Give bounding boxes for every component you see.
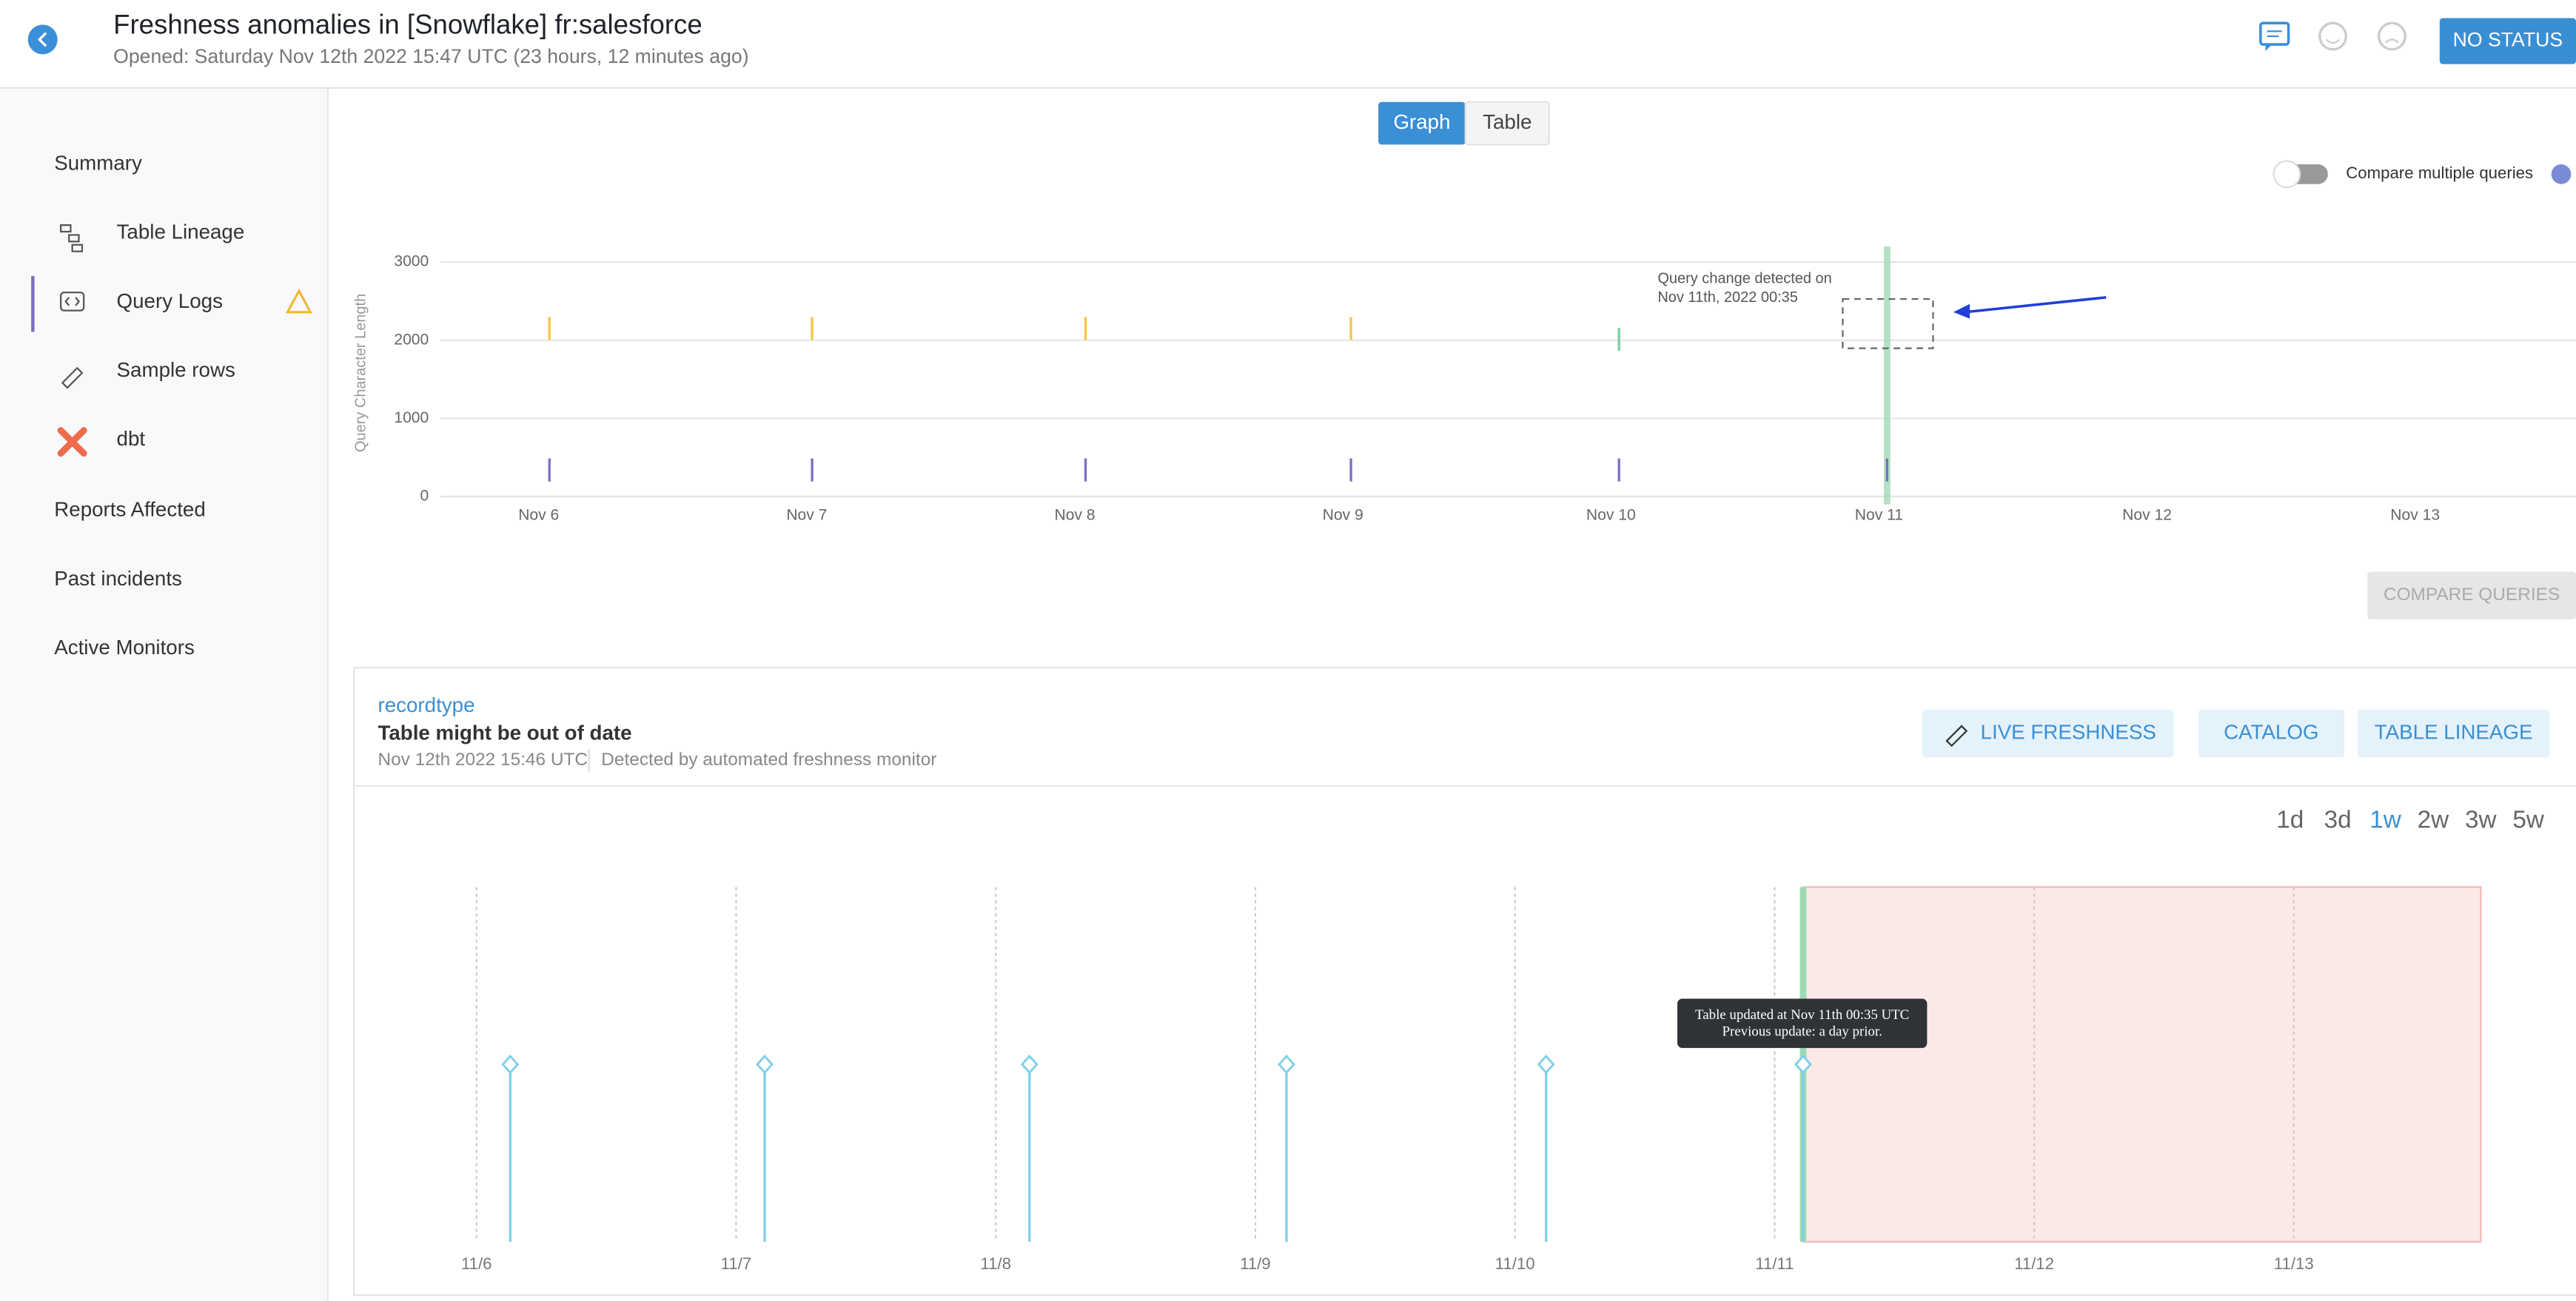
nav-item[interactable]: Query Logs	[117, 289, 223, 312]
nav-item[interactable]: Past incidents	[54, 567, 182, 590]
x-tick-label: Nov 11	[1855, 507, 1903, 524]
incident-time: Nov 12th 2022 15:46 UTC	[378, 750, 588, 770]
tab-graph[interactable]	[1378, 101, 1466, 145]
arrow-head	[1953, 303, 1970, 319]
info-icon[interactable]	[2551, 164, 2572, 184]
x-tick-label: 11/6	[461, 1254, 492, 1273]
update-marker	[1537, 1055, 1555, 1075]
x-tick-label: 11/12	[2014, 1254, 2054, 1273]
annotation-box	[1842, 297, 1934, 349]
x-tick-label: 11/9	[1240, 1254, 1271, 1273]
page-subtitle: Opened: Saturday Nov 12th 2022 15:47 UTC…	[113, 45, 748, 67]
x-tick-label: 11/11	[1755, 1254, 1794, 1273]
incident-title: Table might be out of date	[378, 722, 631, 744]
tab-label: Table	[1483, 110, 1532, 133]
sidebar-nav: Summary Table Lineage Query Logs Sample row…	[54, 151, 244, 659]
x-tick-label: Nov 6	[518, 507, 559, 524]
button-label: LIVE FRESHNESS	[1981, 720, 2156, 743]
annotation-arrow	[1965, 296, 2107, 314]
x-tick-label: Nov 12	[2122, 507, 2172, 524]
tooltip	[1677, 998, 1928, 1049]
nav-item[interactable]: Reports Affected	[54, 498, 206, 521]
tab-table[interactable]	[1464, 101, 1550, 146]
update-marker	[501, 1055, 520, 1075]
query-logs-icon	[60, 292, 85, 312]
table-lineage-button[interactable]	[2357, 709, 2550, 758]
x-tick-label: Nov 7	[786, 507, 827, 524]
button-label: TABLE LINEAGE	[2375, 720, 2533, 743]
nav-item[interactable]: Table Lineage	[117, 221, 245, 243]
y-axis-label: Query Character Length	[353, 294, 369, 452]
anomaly-region	[1802, 886, 2482, 1243]
page-title: Freshness anomalies in [Snowflake] fr:sa…	[113, 9, 702, 39]
nav-item[interactable]: Summary	[54, 151, 142, 174]
x-tick-label: Nov 9	[1323, 507, 1364, 524]
x-tick-label: Nov 8	[1054, 507, 1095, 524]
range-option[interactable]: 5w	[2512, 807, 2545, 834]
y-tick-label: 3000	[394, 253, 429, 270]
back-icon	[37, 32, 47, 47]
nav-item[interactable]: Active Monitors	[54, 636, 195, 659]
lineage-icon	[60, 224, 84, 252]
y-tick-label: 2000	[394, 331, 429, 348]
sad-icon[interactable]	[2378, 21, 2406, 51]
sidebar	[0, 88, 327, 1301]
range-selector: 1d 3d 1w 2w 3w 5w	[2276, 807, 2545, 834]
nav-item[interactable]: dbt	[117, 427, 146, 450]
pencil-icon	[1945, 725, 1968, 747]
range-option[interactable]: 2w	[2418, 807, 2450, 834]
range-option[interactable]: 3d	[2324, 807, 2352, 834]
y-tick-label: 0	[420, 487, 429, 504]
back-button[interactable]	[27, 24, 58, 55]
button-label: CATALOG	[2224, 720, 2318, 743]
dbt-icon	[57, 427, 87, 457]
sample-rows-icon	[61, 366, 84, 389]
compare-button[interactable]	[2367, 571, 2576, 619]
compare-toggle-label: Compare multiple queries	[2346, 164, 2533, 182]
charts: Query Character Length 0 1000 2000 3000 Nov 6…	[353, 246, 2576, 1273]
live-freshness-button[interactable]	[1922, 709, 2174, 758]
range-option[interactable]: 3w	[2465, 807, 2498, 834]
status-button-label: NO STATUS	[2453, 29, 2563, 51]
comment-icon[interactable]	[2259, 21, 2290, 51]
x-tick-label: 11/8	[980, 1254, 1011, 1273]
change-highlight	[1883, 246, 1891, 505]
annotation: Nov 11th, 2022 00:35	[1657, 289, 1797, 306]
y-tick-label: 1000	[394, 409, 429, 426]
warning-icon	[285, 288, 313, 314]
update-marker	[1020, 1055, 1039, 1075]
tooltip-text: Previous update: a day prior.	[1723, 1023, 1882, 1039]
update-marker	[1794, 1055, 1812, 1075]
happy-icon[interactable]	[2318, 21, 2347, 51]
tooltip-text: Table updated at Nov 11th 00:35 UTC	[1695, 1007, 1909, 1023]
annotation: Query change detected on	[1657, 271, 1831, 287]
compare-button-label: COMPARE QUERIES	[2384, 585, 2560, 605]
x-tick-label: 11/13	[2274, 1254, 2314, 1273]
toggle-knob	[2273, 160, 2301, 189]
x-tick-label: Nov 13	[2390, 507, 2440, 524]
x-tick-label: 11/7	[721, 1254, 752, 1273]
range-option[interactable]: 1d	[2276, 807, 2304, 834]
field-name[interactable]: recordtype	[378, 693, 474, 716]
tab-label: Graph	[1393, 110, 1450, 133]
incident-detector: Detected by automated freshness monitor	[601, 750, 936, 770]
x-tick-label: Nov 10	[1586, 507, 1636, 524]
active-indicator	[31, 275, 35, 332]
update-marker	[1278, 1055, 1295, 1075]
x-tick-label: 11/10	[1495, 1254, 1535, 1273]
update-marker	[756, 1055, 774, 1075]
status-button[interactable]	[2439, 18, 2576, 64]
catalog-button[interactable]	[2198, 709, 2345, 758]
nav-item[interactable]: Sample rows	[117, 358, 235, 381]
range-option[interactable]: 1w	[2369, 807, 2402, 834]
